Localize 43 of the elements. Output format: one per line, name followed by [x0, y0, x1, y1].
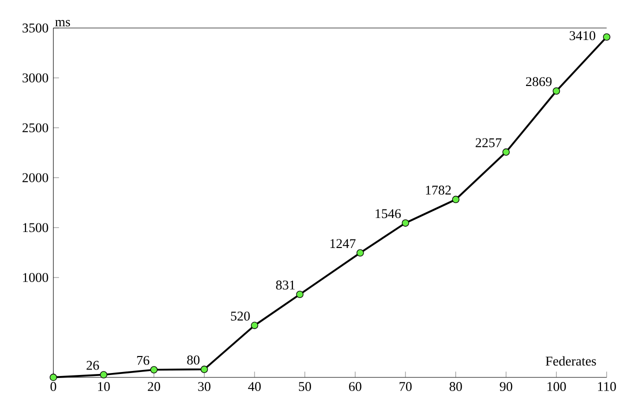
- point: [250, 322, 258, 330]
- point: [200, 366, 208, 374]
- y-axis-title: ms: [55, 20, 70, 26]
- x-tick-label: 110: [598, 382, 616, 392]
- y-tick-label: 2000: [22, 173, 48, 182]
- point: [50, 374, 58, 382]
- x-tick-label: 10: [98, 382, 110, 392]
- x-tick-label: 70: [400, 382, 412, 392]
- point: [356, 249, 364, 257]
- point: [552, 87, 560, 95]
- data-label: 76: [137, 356, 150, 365]
- point: [100, 371, 108, 378]
- point: [502, 148, 510, 156]
- y-tick-label: 3000: [22, 73, 48, 82]
- x-tick-label: 0: [50, 382, 56, 392]
- data-label: 831: [276, 280, 295, 290]
- data-label: 26: [86, 360, 99, 370]
- x-tick-label: 50: [298, 382, 312, 392]
- data-label: 3410: [570, 31, 596, 40]
- x-tick-label: 30: [198, 382, 210, 392]
- x-axis-title: Federates: [546, 356, 596, 366]
- data-label: 1546: [376, 209, 401, 218]
- y-tick-label: 2500: [22, 123, 48, 132]
- data-label: 2869: [526, 77, 552, 86]
- y-tick-label: 1500: [23, 223, 48, 232]
- data-label: 1782: [426, 186, 451, 195]
- point: [402, 219, 410, 227]
- y-tick-label: 3500: [22, 24, 48, 32]
- x-tick-label: 80: [450, 382, 462, 392]
- data-label: 520: [231, 312, 250, 321]
- data-label: 1247: [330, 239, 356, 248]
- point: [452, 196, 460, 204]
- y-tick-label: 1000: [23, 273, 48, 282]
- x-tick-label: 90: [500, 382, 512, 392]
- x-tick-label: 100: [548, 382, 566, 392]
- x-tick-label: 60: [349, 382, 362, 392]
- x-tick-label: 40: [248, 382, 261, 392]
- data-label: 80: [187, 356, 200, 365]
- point: [603, 33, 610, 41]
- data-label: 2257: [476, 138, 502, 148]
- x-tick-label: 20: [148, 382, 160, 392]
- point: [150, 366, 158, 374]
- point: [296, 290, 304, 298]
